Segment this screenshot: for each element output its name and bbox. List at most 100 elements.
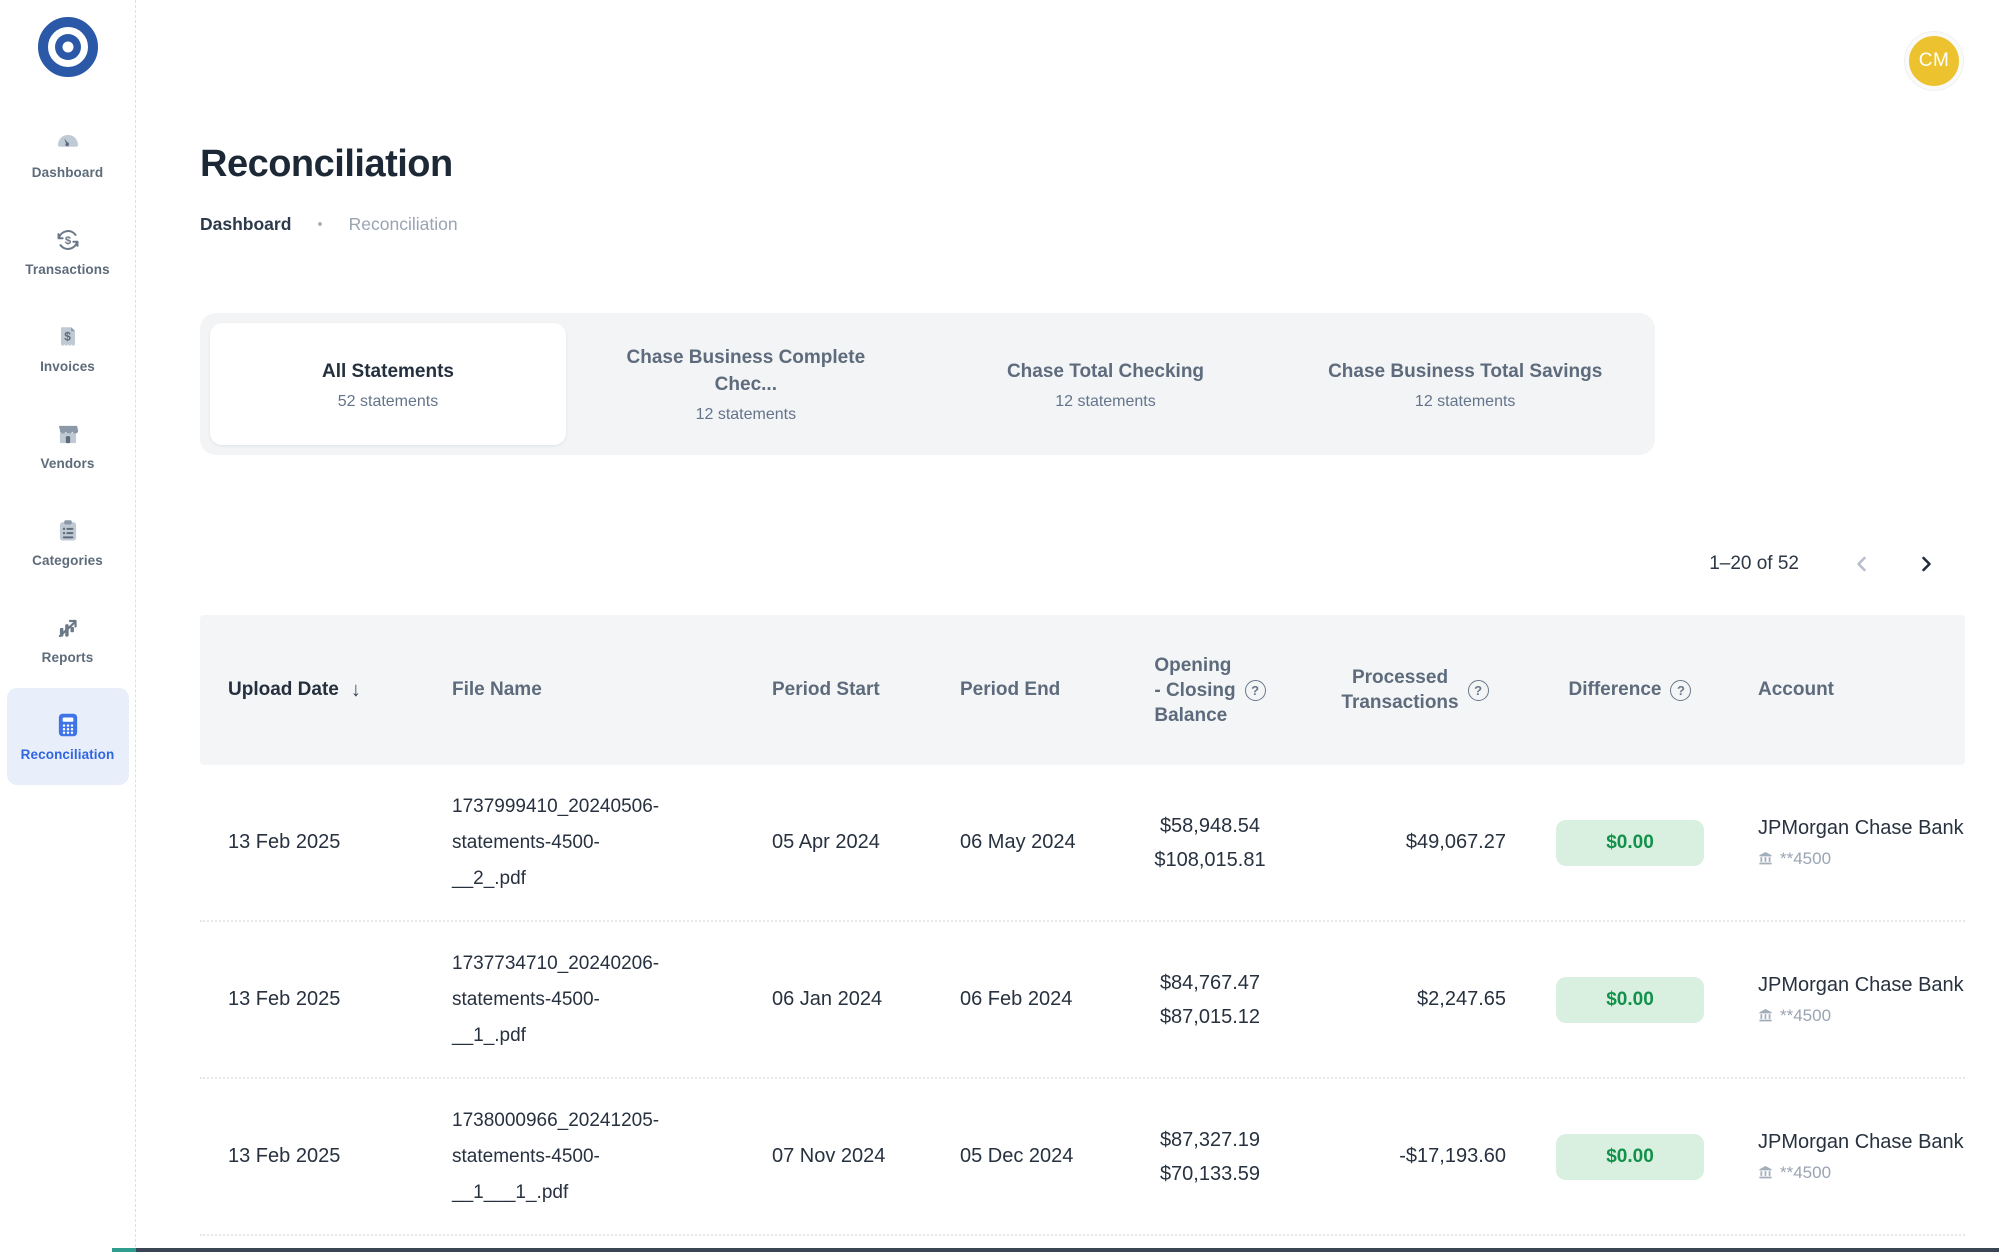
cell-period-end: 05 Dec 2024 (960, 1145, 1074, 1167)
clipboard-list-icon (54, 517, 82, 545)
column-header-account: Account (1730, 679, 1965, 701)
column-label: Account (1758, 679, 1834, 700)
account-number: **4500 (1780, 848, 1832, 868)
sidebar-item-reconciliation[interactable]: Reconciliation (6, 688, 129, 785)
column-header-upload-date[interactable]: Upload Date ↓ (200, 679, 452, 702)
breadcrumb-separator-dot: • (317, 216, 323, 233)
bank-icon (1759, 1165, 1772, 1179)
tab-label: Chase Business Total Savings (1328, 360, 1603, 382)
sidebar-item-transactions[interactable]: $ Transactions (7, 203, 129, 300)
tab-chase-business-total-savings[interactable]: Chase Business Total Savings 12 statemen… (1285, 323, 1645, 445)
sidebar-item-label: Transactions (25, 262, 110, 277)
column-label: Processed Transactions (1341, 667, 1459, 713)
bank-icon (1759, 851, 1772, 865)
chevron-left-icon (1857, 556, 1866, 572)
tab-label: Chase Total Checking (1006, 360, 1205, 382)
breadcrumb-dashboard-link[interactable]: Dashboard (200, 214, 292, 234)
gauge-icon (54, 129, 82, 157)
circular-arrows-dollar-icon: $ (54, 226, 82, 254)
account-name: JPMorgan Chase Bank (1758, 1130, 1964, 1153)
page-title: Reconciliation (200, 143, 453, 185)
tab-chase-total-checking[interactable]: Chase Total Checking 12 statements (926, 323, 1286, 445)
sidebar-item-reports[interactable]: Reports (7, 591, 129, 688)
cell-opening-closing-balance: $84,767.47 $87,015.12 (1120, 966, 1300, 1034)
cell-processed-transactions: $49,067.27 (1405, 831, 1506, 853)
table-row[interactable]: 13 Feb 2025 1738000966_20241205-statemen… (200, 1079, 1965, 1236)
table-row[interactable]: 13 Feb 2025 1737999410_20240506-statemen… (200, 765, 1965, 922)
opening-balance: $58,948.54 (1159, 814, 1261, 837)
sidebar-item-dashboard[interactable]: Dashboard (7, 106, 129, 203)
table-header-row: Upload Date ↓ File Name Period Start Per… (200, 615, 1965, 765)
help-icon[interactable]: ? (1467, 679, 1489, 701)
user-avatar[interactable]: CM (1905, 32, 1963, 90)
sidebar-item-label: Reconciliation (20, 747, 115, 762)
column-label: Period End (960, 679, 1061, 700)
cell-difference: $0.00 (1530, 1133, 1730, 1180)
column-label: Difference (1568, 679, 1662, 700)
closing-balance: $87,015.12 (1159, 1005, 1261, 1028)
table-row[interactable]: 13 Feb 2025 1737734710_20240206-statemen… (200, 922, 1965, 1079)
tab-count: 12 statements (1055, 392, 1156, 410)
opening-balance: $87,327.19 (1159, 1128, 1261, 1151)
pagination-range-label: 1–20 of 52 (1709, 553, 1799, 574)
pagination-next-button[interactable] (1911, 549, 1941, 579)
difference-badge: $0.00 (1556, 1133, 1704, 1180)
main-content: Reconciliation Dashboard • Reconciliatio… (136, 0, 1999, 1252)
cell-upload-date: 13 Feb 2025 (228, 988, 341, 1010)
account-sub: **4500 (1758, 1163, 1965, 1183)
breadcrumb: Dashboard • Reconciliation (200, 214, 1999, 235)
cell-account: JPMorgan Chase Bank **4500 (1730, 817, 1965, 869)
difference-badge: $0.00 (1556, 819, 1704, 866)
column-label: Period Start (772, 679, 880, 700)
cell-upload-date: 13 Feb 2025 (228, 831, 341, 853)
cell-file-name: 1737734710_20240206-statements-4500-__1_… (452, 952, 660, 1046)
column-header-processed-transactions: Processed Transactions ? (1300, 665, 1530, 715)
svg-text:$: $ (64, 235, 71, 247)
cell-processed-transactions: -$17,193.60 (1399, 1145, 1506, 1167)
sidebar-nav: Dashboard $ Transactions (0, 106, 135, 785)
tab-label: All Statements (322, 360, 454, 382)
tab-count: 12 statements (1414, 392, 1516, 410)
difference-badge: $0.00 (1556, 976, 1704, 1023)
cell-processed-transactions: $2,247.65 (1417, 988, 1506, 1010)
storefront-icon (54, 420, 82, 448)
sidebar-item-label: Categories (32, 553, 103, 568)
app-logo-bullseye-icon[interactable] (37, 16, 99, 78)
pagination-prev-button[interactable] (1847, 549, 1877, 579)
bottom-bar-accent (112, 1248, 136, 1252)
cell-difference: $0.00 (1530, 976, 1730, 1023)
sidebar-item-vendors[interactable]: Vendors (7, 397, 129, 494)
account-sub: **4500 (1758, 1006, 1965, 1026)
sort-descending-icon: ↓ (350, 678, 361, 701)
tab-count: 52 statements (337, 392, 439, 410)
sidebar-item-label: Vendors (40, 456, 95, 471)
cell-file-name: 1737999410_20240506-statements-4500-__2_… (452, 795, 660, 889)
cell-period-start: 07 Nov 2024 (772, 1145, 886, 1167)
help-icon[interactable]: ? (1670, 679, 1692, 701)
pagination: 1–20 of 52 (200, 543, 1965, 585)
sidebar-item-invoices[interactable]: $ Invoices (7, 300, 129, 397)
receipt-dollar-icon: $ (54, 323, 82, 351)
help-icon[interactable]: ? (1244, 679, 1266, 701)
breadcrumb-current: Reconciliation (348, 214, 458, 234)
tab-all-statements[interactable]: All Statements 52 statements (210, 323, 566, 445)
sidebar-item-label: Dashboard (31, 165, 104, 180)
sidebar-item-label: Invoices (40, 359, 95, 374)
bank-icon (1759, 1008, 1772, 1022)
cell-period-end: 06 Feb 2024 (960, 988, 1073, 1010)
statements-table: Upload Date ↓ File Name Period Start Per… (200, 615, 1965, 1236)
cell-opening-closing-balance: $58,948.54 $108,015.81 (1120, 809, 1300, 877)
cell-file-name: 1738000966_20241205-statements-4500-__1_… (452, 1109, 660, 1203)
column-header-difference: Difference ? (1530, 679, 1730, 701)
cell-period-start: 06 Jan 2024 (772, 988, 883, 1010)
sidebar-item-categories[interactable]: Categories (7, 494, 129, 591)
calculator-icon (54, 711, 82, 739)
tab-chase-business-complete-checking[interactable]: Chase Business Complete Chec... 12 state… (566, 323, 926, 445)
avatar-initials: CM (1918, 50, 1950, 71)
column-header-file-name: File Name (452, 679, 772, 701)
column-header-opening-closing-balance: Opening - Closing Balance ? (1120, 653, 1300, 728)
cell-period-start: 05 Apr 2024 (772, 831, 880, 853)
chevron-right-icon (1922, 556, 1931, 572)
svg-text:$: $ (64, 330, 71, 344)
